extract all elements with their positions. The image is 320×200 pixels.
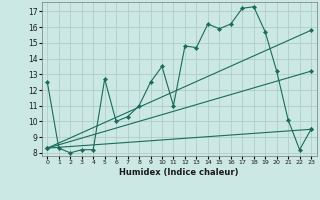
X-axis label: Humidex (Indice chaleur): Humidex (Indice chaleur) xyxy=(119,168,239,177)
